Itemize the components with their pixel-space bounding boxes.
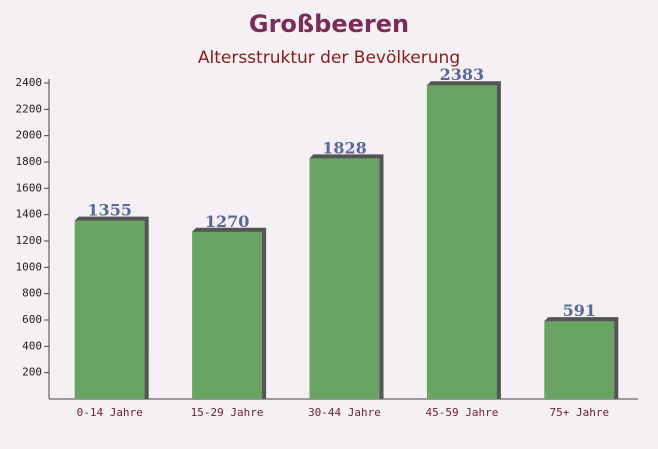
x-tick-label: 0-14 Jahre [77, 406, 143, 419]
value-label: 1828 [322, 138, 367, 157]
chart-subtitle: Altersstruktur der Bevölkerung [198, 48, 460, 68]
y-tick-label: 1800 [16, 155, 43, 168]
bar [74, 220, 145, 399]
y-tick-label: 1000 [16, 260, 43, 273]
y-tick-label: 2400 [16, 76, 43, 89]
y-tick-label: 2200 [16, 102, 43, 115]
y-tick-label: 800 [22, 287, 42, 300]
x-tick-label: 75+ Jahre [549, 406, 609, 419]
x-tick-label: 15-29 Jahre [191, 406, 264, 419]
bar [309, 158, 380, 399]
y-tick-label: 1600 [16, 181, 43, 194]
bar [544, 321, 615, 399]
bar [426, 85, 497, 399]
value-label: 591 [563, 301, 596, 320]
y-tick-label: 2000 [16, 129, 43, 142]
y-tick-label: 1200 [16, 234, 43, 247]
x-tick-label: 30-44 Jahre [308, 406, 381, 419]
y-tick-label: 400 [22, 339, 42, 352]
y-tick-label: 600 [22, 313, 42, 326]
x-tick-label: 45-59 Jahre [425, 406, 498, 419]
value-label: 2383 [440, 65, 485, 84]
bar [192, 231, 263, 399]
chart-title: Großbeeren [249, 10, 409, 38]
value-label: 1270 [205, 212, 250, 231]
y-tick-label: 1400 [16, 208, 43, 221]
value-label: 1355 [87, 201, 132, 220]
y-tick-label: 200 [22, 366, 42, 379]
